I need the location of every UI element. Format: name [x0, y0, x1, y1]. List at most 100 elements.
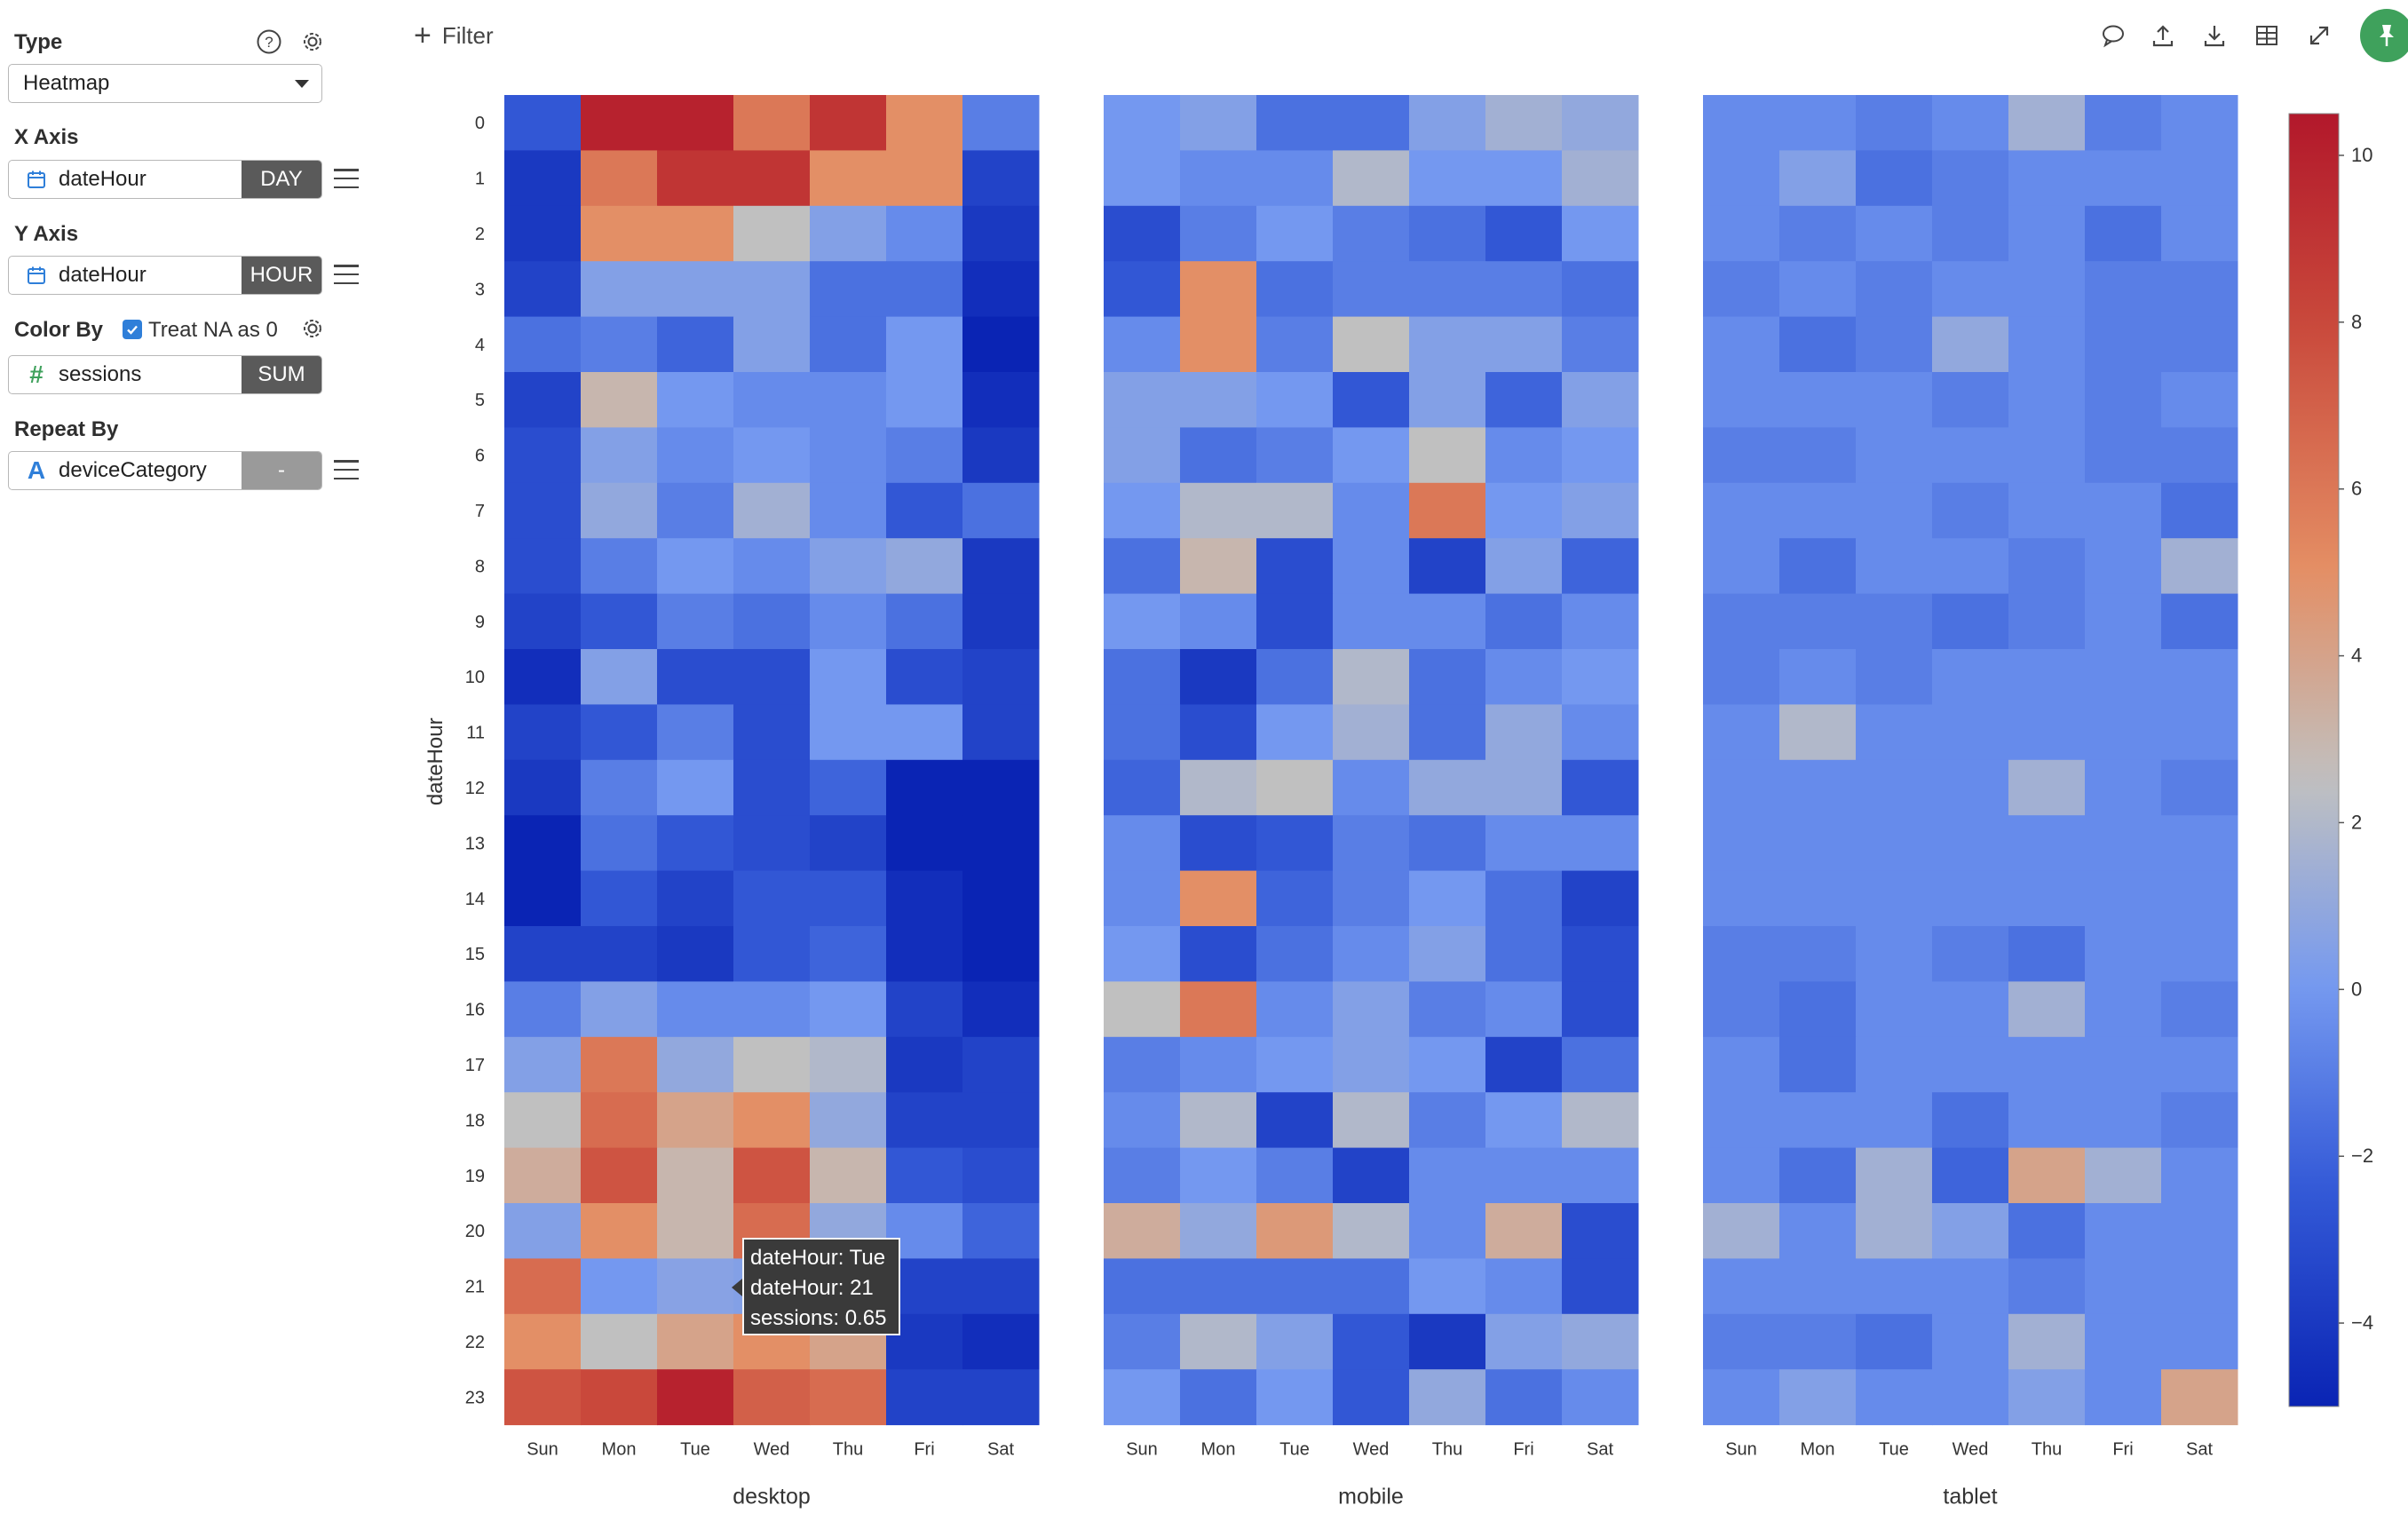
- heatmap-cell: [657, 316, 734, 373]
- filter-button[interactable]: + Filter: [414, 18, 494, 53]
- heatmap-cell: [1180, 870, 1257, 927]
- heatmap-cell: [1779, 1369, 1857, 1426]
- heatmap-cell: [1409, 1036, 1486, 1093]
- table-icon[interactable]: [2251, 20, 2283, 51]
- heatmap-cell: [810, 870, 887, 927]
- heatmap-cell: [886, 427, 963, 484]
- heatmap-cell: [1562, 981, 1639, 1038]
- heatmap-cell: [962, 981, 1040, 1038]
- heatmap-cell: [1104, 981, 1181, 1038]
- heatmap-cell: [2161, 593, 2238, 650]
- y-axis-menu-icon[interactable]: [334, 265, 359, 284]
- colorbar-tick-label: 0: [2351, 978, 2362, 1000]
- y-axis-field-name: dateHour: [59, 263, 147, 287]
- heatmap-cell: [1856, 95, 1933, 151]
- y-axis-agg-button[interactable]: HOUR: [242, 257, 321, 294]
- heatmap-cell: [504, 205, 582, 262]
- heatmap-cell: [962, 704, 1040, 761]
- color-by-field[interactable]: # sessions SUM: [8, 355, 322, 394]
- x-tick-label: Thu: [1432, 1440, 1462, 1460]
- heatmap-cell: [2161, 1313, 2238, 1370]
- heatmap-cell: [733, 926, 811, 982]
- x-axis-agg-button[interactable]: DAY: [242, 161, 321, 198]
- heatmap-cell: [886, 870, 963, 927]
- heatmap-cell: [1703, 1258, 1780, 1315]
- heatmap-cell: [1104, 1258, 1181, 1315]
- heatmap-cell: [1333, 1258, 1410, 1315]
- color-settings-gear-icon[interactable]: [297, 313, 328, 344]
- heatmap-cell: [886, 482, 963, 539]
- heatmap-cell: [1562, 372, 1639, 428]
- heatmap-cell: [581, 261, 658, 318]
- type-settings-gear-icon[interactable]: [297, 27, 328, 57]
- heatmap-cell: [2085, 538, 2162, 595]
- x-tick-label: Wed: [1353, 1440, 1390, 1460]
- comment-icon[interactable]: [2097, 20, 2129, 51]
- y-tick-label: 14: [465, 890, 485, 909]
- heatmap-cell: [1703, 759, 1780, 816]
- repeat-by-agg-button[interactable]: -: [242, 452, 321, 489]
- heatmap-cell: [504, 1036, 582, 1093]
- heatmap-cell: [1180, 649, 1257, 705]
- heatmap-cell: [1180, 1258, 1257, 1315]
- heatmap-cell: [1932, 316, 2009, 373]
- heatmap-cell: [886, 759, 963, 816]
- expand-icon[interactable]: [2303, 20, 2335, 51]
- heatmap-cell: [1932, 649, 2009, 705]
- heatmap-cell: [581, 1203, 658, 1259]
- heatmap-cell: [1409, 815, 1486, 872]
- heatmap-cell: [1256, 1147, 1334, 1204]
- heatmap-cell: [1409, 649, 1486, 705]
- heatmap-cell: [581, 1092, 658, 1149]
- heatmap-cell: [1485, 427, 1563, 484]
- heatmap-cell: [1779, 1258, 1857, 1315]
- heatmap-cell: [1932, 150, 2009, 207]
- heatmap-cell: [1856, 316, 1933, 373]
- color-by-agg-button[interactable]: SUM: [242, 356, 321, 393]
- x-axis-menu-icon[interactable]: [334, 169, 359, 188]
- chart-type-select[interactable]: Heatmap: [8, 64, 322, 103]
- heatmap-cell: [1409, 1313, 1486, 1370]
- heatmap-cell: [1856, 205, 1933, 262]
- pin-icon[interactable]: [2360, 9, 2408, 62]
- heatmap-cell: [886, 926, 963, 982]
- heatmap-cell: [1485, 1147, 1563, 1204]
- heatmap-cell: [1779, 95, 1857, 151]
- heatmap-cell: [504, 372, 582, 428]
- repeat-by-field[interactable]: A deviceCategory -: [8, 451, 322, 490]
- heatmap-cell: [1180, 1203, 1257, 1259]
- filter-label: Filter: [441, 21, 494, 49]
- svg-text:?: ?: [265, 34, 273, 51]
- heatmap-cell: [1333, 1369, 1410, 1426]
- heatmap-cell: [1256, 926, 1334, 982]
- heatmap-cell: [1180, 815, 1257, 872]
- heatmap-cell: [581, 815, 658, 872]
- y-tick-label: 13: [465, 834, 485, 853]
- heatmap-cell: [1333, 1147, 1410, 1204]
- heatmap-cell: [1932, 593, 2009, 650]
- heatmap-cell: [2161, 316, 2238, 373]
- help-icon[interactable]: ?: [254, 27, 284, 57]
- x-axis-field[interactable]: dateHour DAY: [8, 160, 322, 199]
- heatmap-cell: [733, 1092, 811, 1149]
- heatmap-cell: [504, 981, 582, 1038]
- heatmap-cell: [1703, 205, 1780, 262]
- heatmap-cell: [886, 704, 963, 761]
- heatmap-cell: [962, 1203, 1040, 1259]
- heatmap-cell: [810, 649, 887, 705]
- heatmap-cell: [2085, 593, 2162, 650]
- heatmap-cell: [1562, 815, 1639, 872]
- upload-icon[interactable]: [2147, 20, 2179, 51]
- heatmap-cell: [1409, 372, 1486, 428]
- heatmap-cell: [1856, 1203, 1933, 1259]
- repeat-by-menu-icon[interactable]: [334, 460, 359, 479]
- heatmap-cell: [1485, 95, 1563, 151]
- heatmap-cell: [1256, 482, 1334, 539]
- heatmap-cell: [1779, 205, 1857, 262]
- download-icon[interactable]: [2198, 20, 2230, 51]
- heatmap-cell: [2008, 1092, 2086, 1149]
- heatmap-cell: [1562, 926, 1639, 982]
- y-axis-field[interactable]: dateHour HOUR: [8, 256, 322, 295]
- treat-na-checkbox[interactable]: [123, 320, 142, 339]
- heatmap-cell: [1104, 593, 1181, 650]
